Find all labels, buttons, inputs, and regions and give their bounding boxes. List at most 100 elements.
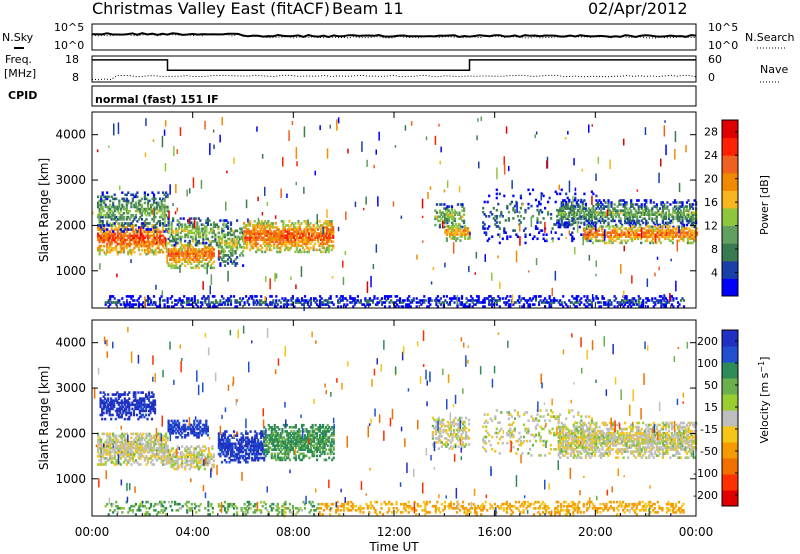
heatmap-cell [222, 250, 225, 253]
heatmap-cell [119, 450, 122, 454]
nsearch-label: N.Search [745, 31, 795, 44]
heatmap-cell [323, 234, 326, 237]
heatmap-cell [187, 254, 190, 257]
heatmap-cell [376, 297, 379, 300]
heatmap-cell [118, 205, 121, 209]
heatmap-cell [596, 297, 599, 300]
heatmap-cell [113, 457, 116, 460]
heatmap-cell [652, 205, 655, 208]
heatmap-cell [119, 440, 122, 444]
heatmap-cell [248, 303, 251, 306]
heatmap-cell [581, 200, 584, 204]
heatmap-cell [446, 211, 449, 214]
heatmap-cell [692, 213, 695, 216]
heatmap-cell [229, 252, 233, 255]
heatmap-cell [128, 417, 131, 421]
heatmap-cell [122, 207, 125, 211]
heatmap-cell [645, 209, 648, 212]
heatmap-cell [158, 248, 162, 252]
heatmap-cell [323, 222, 326, 225]
heatmap-cell [615, 297, 618, 300]
heatmap-cell [160, 457, 163, 460]
heatmap-cell [495, 299, 498, 302]
heatmap-cell [306, 301, 310, 304]
heatmap-cell [152, 236, 156, 240]
heatmap-cell [131, 299, 134, 302]
heatmap-cell [654, 223, 657, 227]
heatmap-cell [324, 248, 327, 252]
heatmap-cell [589, 299, 592, 302]
heatmap-cell [113, 440, 116, 444]
heatmap-cell [267, 238, 270, 241]
heatmap-cell [608, 239, 611, 243]
heatmap-cell [100, 213, 103, 217]
heatmap-cell [236, 245, 239, 249]
heatmap-cell [440, 217, 443, 221]
heatmap-cell [567, 131, 569, 135]
heatmap-cell [448, 301, 452, 304]
heatmap-cell [525, 301, 529, 304]
heatmap-cell [173, 254, 176, 257]
heatmap-cell [223, 219, 227, 222]
heatmap-cell [691, 225, 694, 228]
heatmap-cell [542, 237, 545, 241]
heatmap-cell [166, 444, 169, 448]
heatmap-cell [651, 217, 654, 221]
heatmap-cell [236, 301, 239, 304]
heatmap-cell [176, 223, 179, 226]
heatmap-cell [626, 233, 629, 236]
heatmap-cell [214, 239, 217, 243]
heatmap-cell [107, 434, 110, 438]
heatmap-cell [131, 226, 134, 229]
heatmap-cell [206, 237, 209, 241]
heatmap-cell [482, 206, 485, 210]
heatmap-cell [154, 448, 157, 452]
heatmap-cell [441, 301, 444, 304]
heatmap-cell [438, 219, 441, 223]
heatmap-cell [524, 208, 527, 212]
heatmap-cell [503, 229, 506, 232]
heatmap-cell [622, 233, 625, 236]
heatmap-cell [541, 210, 544, 214]
heatmap-cell [259, 230, 262, 233]
heatmap-cell [672, 297, 675, 300]
heatmap-cell [125, 205, 128, 209]
heatmap-cell [145, 455, 148, 458]
heatmap-cell [343, 297, 346, 300]
heatmap-cell [229, 254, 233, 257]
heatmap-cell [115, 244, 118, 248]
heatmap-cell [506, 204, 509, 208]
heatmap-cell [282, 228, 285, 231]
heatmap-cell [98, 250, 101, 254]
heatmap-cell [380, 303, 384, 306]
heatmap-cell [112, 448, 115, 452]
heatmap-cell [307, 232, 311, 235]
heatmap-cell [327, 236, 330, 239]
heatmap-cell [599, 239, 602, 243]
heatmap-cell [329, 224, 332, 227]
heatmap-cell [495, 303, 498, 306]
heatmap-cell [670, 233, 673, 236]
heatmap-cell [565, 225, 568, 229]
heatmap-cell [696, 233, 699, 236]
heatmap-cell [287, 299, 290, 302]
heatmap-cell [101, 224, 104, 227]
heatmap-cell [534, 198, 538, 202]
heatmap-cell [622, 211, 625, 214]
heatmap-cell [327, 246, 330, 250]
heatmap-cell [491, 299, 494, 302]
heatmap-cell [283, 228, 286, 231]
heatmap-cell [148, 213, 151, 217]
heatmap-cell [509, 235, 512, 238]
heatmap-cell [187, 303, 190, 306]
heatmap-cell [450, 225, 453, 228]
heatmap-cell [206, 219, 209, 222]
cpid-label: CPID [8, 89, 37, 102]
heatmap-cell [627, 213, 630, 216]
heatmap-cell [546, 238, 548, 241]
heatmap-cell [217, 235, 220, 239]
heatmap-cell [372, 264, 375, 270]
heatmap-cell [163, 209, 166, 213]
heatmap-cell [630, 205, 633, 208]
heatmap-cell [212, 229, 215, 233]
